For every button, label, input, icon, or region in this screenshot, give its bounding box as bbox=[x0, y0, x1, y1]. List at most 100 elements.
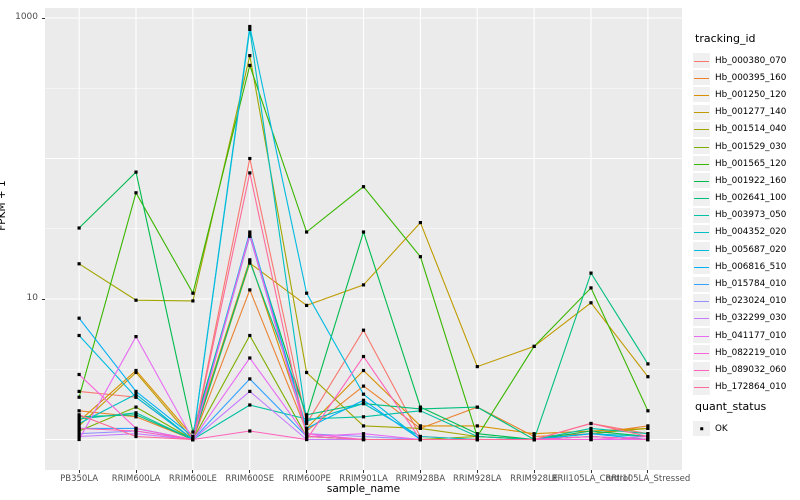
legend-key-line-icon bbox=[693, 379, 710, 395]
data-point bbox=[305, 291, 309, 295]
data-point bbox=[475, 405, 479, 409]
legend-title: tracking_id bbox=[695, 32, 756, 45]
legend-key-line-icon bbox=[693, 242, 710, 258]
line-chart bbox=[45, 8, 682, 470]
quant-legend-entry: OK bbox=[693, 420, 799, 437]
data-point bbox=[646, 424, 650, 428]
legend-label: Hb_002641_100 bbox=[715, 193, 787, 204]
x-tick-mark bbox=[306, 470, 308, 473]
data-point bbox=[475, 365, 479, 369]
quant-legend-label: OK bbox=[715, 423, 728, 434]
data-point bbox=[646, 434, 650, 439]
legend-entry-Hb_001529_030: Hb_001529_030 bbox=[693, 138, 799, 155]
legend-label: Hb_000395_160 bbox=[715, 72, 787, 83]
data-point bbox=[532, 434, 536, 439]
x-tick-mark bbox=[476, 470, 478, 473]
data-point bbox=[191, 437, 195, 442]
legend-key-line-icon bbox=[693, 207, 710, 223]
legend-label: Hb_003973_050 bbox=[715, 210, 787, 221]
legend-entry-Hb_001250_120: Hb_001250_120 bbox=[693, 86, 799, 103]
data-point bbox=[134, 392, 138, 396]
data-point bbox=[134, 426, 138, 430]
data-point bbox=[646, 409, 650, 413]
data-point bbox=[305, 426, 309, 430]
data-point bbox=[532, 432, 536, 436]
data-point bbox=[361, 415, 366, 419]
legend-entry-Hb_001277_140: Hb_001277_140 bbox=[693, 104, 799, 121]
legend-key-line-icon bbox=[693, 53, 710, 69]
data-point bbox=[248, 429, 252, 433]
data-point bbox=[418, 409, 422, 413]
legend-label: Hb_005687_020 bbox=[715, 244, 787, 255]
data-point bbox=[134, 191, 138, 195]
data-point bbox=[305, 419, 309, 423]
data-point bbox=[134, 298, 138, 302]
x-tick-mark bbox=[590, 470, 592, 473]
legend-entry-Hb_003973_050: Hb_003973_050 bbox=[693, 207, 799, 224]
x-tick-mark bbox=[192, 470, 194, 473]
tracking-id-legend: tracking_id Hb_000380_070 Hb_000395_160 Hb… bbox=[693, 32, 799, 396]
legend-label: Hb_001250_120 bbox=[715, 89, 787, 100]
x-tick-label-RRIM928BA: RRIM928BA bbox=[395, 474, 446, 484]
data-point bbox=[646, 426, 650, 430]
data-point bbox=[418, 407, 422, 411]
data-point bbox=[248, 156, 252, 161]
data-point bbox=[589, 437, 593, 442]
legend-label: Hb_041177_010 bbox=[715, 330, 787, 341]
legend-entry-Hb_005687_020: Hb_005687_020 bbox=[693, 241, 799, 258]
data-point bbox=[77, 316, 81, 320]
legend-entry-Hb_082219_010: Hb_082219_010 bbox=[693, 344, 799, 361]
data-point bbox=[134, 170, 138, 174]
legend-entry-Hb_015784_010: Hb_015784_010 bbox=[693, 275, 799, 292]
data-point bbox=[77, 417, 81, 421]
data-point bbox=[77, 413, 81, 417]
data-point bbox=[305, 413, 309, 417]
data-point bbox=[77, 437, 81, 442]
x-tick-label-RRII105LA_Control: RRII105LA_Control bbox=[551, 474, 631, 484]
data-point bbox=[248, 54, 252, 58]
legend-label: Hb_001529_030 bbox=[715, 141, 787, 152]
legend-key-line-icon bbox=[693, 156, 710, 172]
data-point bbox=[191, 430, 195, 434]
data-point bbox=[361, 398, 366, 402]
legend-key-line-icon bbox=[693, 87, 710, 103]
data-point bbox=[361, 185, 366, 189]
data-point bbox=[646, 432, 650, 436]
x-tick-label-RRIM928LE: RRIM928LE bbox=[510, 474, 559, 484]
legend-label: Hb_172864_010 bbox=[715, 382, 787, 393]
data-point bbox=[134, 413, 138, 417]
data-point bbox=[646, 375, 650, 379]
data-point bbox=[248, 377, 252, 381]
data-point bbox=[305, 417, 309, 421]
data-point bbox=[589, 434, 593, 439]
x-tick-label-RRII105LA_Stressed: RRII105LA_Stressed bbox=[605, 474, 691, 484]
legend-key-line-icon bbox=[693, 224, 710, 240]
legend-entry-Hb_000380_070: Hb_000380_070 bbox=[693, 52, 799, 69]
data-point bbox=[418, 255, 422, 259]
plot-panel bbox=[45, 8, 682, 470]
data-point bbox=[305, 432, 309, 436]
legend-key-line-icon bbox=[693, 173, 710, 189]
data-point bbox=[77, 426, 81, 430]
data-point bbox=[589, 286, 593, 290]
data-point bbox=[77, 432, 81, 436]
data-point bbox=[248, 288, 252, 292]
y-tick-label: 1000 bbox=[15, 12, 38, 22]
legend-entry-Hb_006816_510: Hb_006816_510 bbox=[693, 258, 799, 275]
legend-key-line-icon bbox=[693, 328, 710, 344]
quant-legend-title: quant_status bbox=[695, 400, 767, 413]
data-point bbox=[418, 426, 422, 430]
data-point bbox=[475, 434, 479, 439]
data-point bbox=[589, 432, 593, 436]
data-point bbox=[418, 221, 422, 225]
legend-label: Hb_032299_030 bbox=[715, 313, 787, 324]
data-point bbox=[134, 415, 138, 419]
data-point bbox=[248, 261, 252, 265]
legend-key-line-icon bbox=[693, 104, 710, 120]
quant-status-legend: quant_status OK bbox=[693, 400, 799, 437]
data-point bbox=[361, 437, 366, 442]
data-point bbox=[305, 429, 309, 433]
legend-key-line-icon bbox=[693, 362, 710, 378]
data-point bbox=[134, 434, 138, 439]
legend-label: Hb_006816_510 bbox=[715, 261, 787, 272]
